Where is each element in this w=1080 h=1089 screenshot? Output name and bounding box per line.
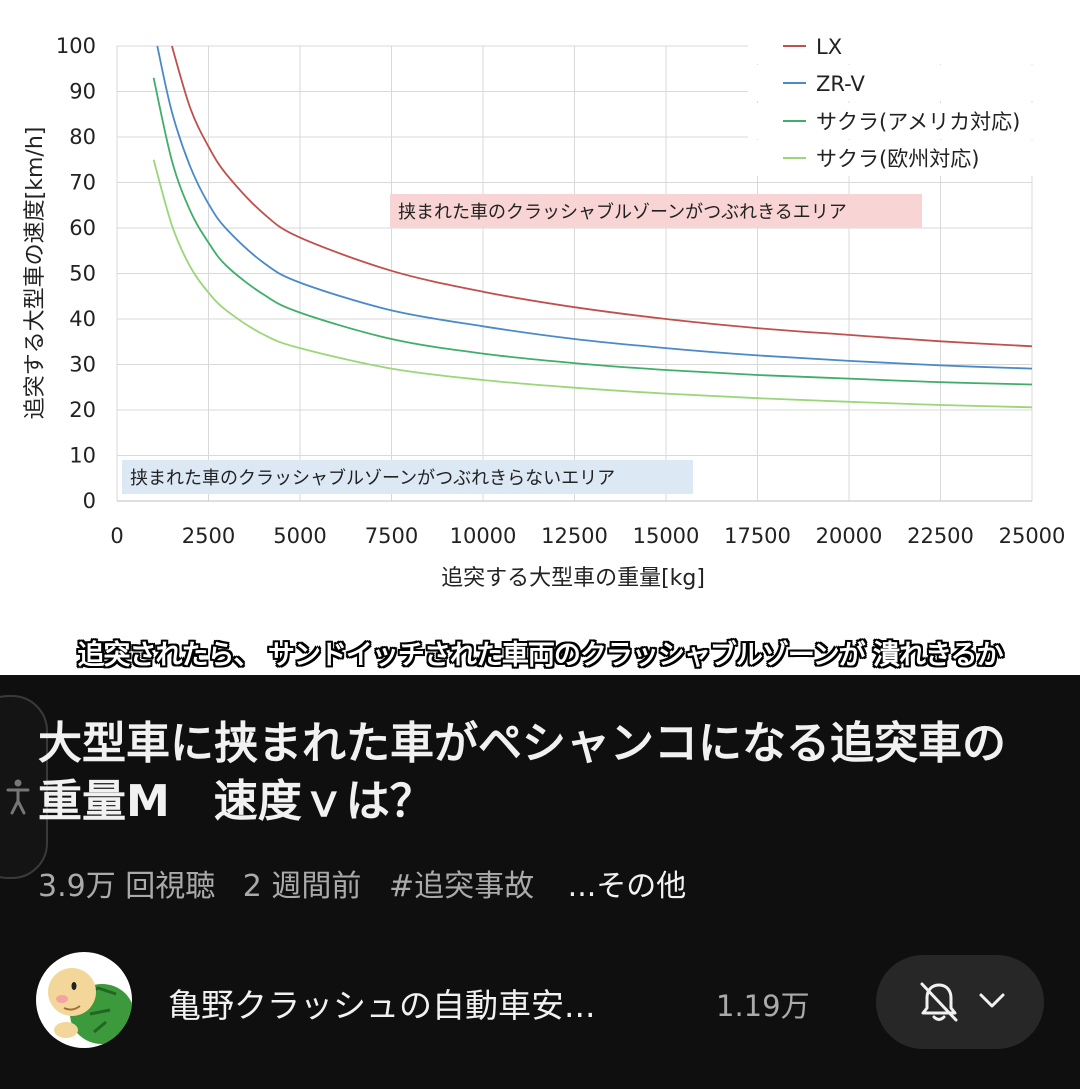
x-tick-label: 10000 (450, 524, 517, 548)
legend-label-2: サクラ(アメリカ対応) (816, 110, 1020, 134)
video-info-panel: 大型車に挟まれた車がペシャンコになる追突車の重量M 速度ｖは？ 3.9万 回視聴… (0, 675, 1080, 1089)
y-tick-label: 70 (69, 171, 96, 195)
y-axis-label: 追突する大型車の速度[km/h] (23, 127, 48, 420)
accessibility-tab[interactable] (0, 695, 48, 879)
upload-age: 2 週間前 (242, 869, 362, 904)
chevron-down-icon (979, 993, 1005, 1008)
chart: 0 2500 5000 7500 10000 12500 15000 17500 20000 22… (23, 28, 1066, 591)
series-line-3 (152, 159, 1033, 409)
video-player[interactable]: 0 2500 5000 7500 10000 12500 15000 17500 20000 22… (0, 0, 1080, 675)
bell-off-icon (920, 982, 958, 1022)
channel-avatar[interactable] (36, 952, 132, 1048)
y-tick-label: 10 (69, 444, 96, 468)
series-line-0 (171, 45, 1033, 348)
x-tick-label: 2500 (182, 524, 235, 548)
series-line-1 (156, 45, 1033, 370)
x-tick-label: 15000 (633, 524, 700, 548)
x-tick-label: 17500 (724, 524, 791, 548)
hashtag-link[interactable]: #追突事故 (388, 869, 535, 904)
annotation-text-1: 挟まれた車のクラッシャブルゾーンがつぶれきらないエリア (130, 467, 615, 489)
y-tick-label: 50 (69, 262, 96, 286)
channel-name[interactable]: 亀野クラッシュの自動車安... (168, 986, 596, 1025)
video-title[interactable]: 大型車に挟まれた車がペシャンコになる追突車の重量M 速度ｖは？ (38, 718, 1006, 827)
chart-ticks: 0 2500 5000 7500 10000 12500 15000 17500 20000 22… (56, 34, 1066, 548)
x-tick-label: 25000 (999, 524, 1066, 548)
y-tick-label: 100 (56, 34, 96, 58)
annotation-box-0 (390, 194, 922, 228)
chart-legend: LX ZR-V サクラ(アメリカ対応) サクラ(欧州対応) (748, 28, 1048, 176)
annotation-box-1 (122, 460, 693, 494)
chart-series (152, 45, 1033, 409)
view-count: 3.9万 回視聴 (38, 869, 216, 904)
y-tick-label: 60 (69, 216, 96, 240)
more-link[interactable]: ...その他 (567, 869, 687, 904)
y-tick-label: 40 (69, 307, 96, 331)
x-tick-label: 20000 (816, 524, 883, 548)
video-subtitle: 追突されたら、 サンドイッチされた車両のクラッシャブルゾーンが 潰れきるか (77, 640, 1004, 671)
turtle-avatar-icon (48, 968, 132, 1044)
x-tick-label: 7500 (365, 524, 418, 548)
y-tick-label: 30 (69, 353, 96, 377)
series-line-2 (152, 77, 1033, 386)
video-meta[interactable]: 3.9万 回視聴 2 週間前 #追突事故 ...その他 (38, 861, 704, 905)
accessibility-icon (6, 779, 30, 815)
subscriber-count: 1.19万 (716, 989, 810, 1023)
legend-label-3: サクラ(欧州対応) (816, 147, 979, 171)
y-tick-label: 20 (69, 398, 96, 422)
x-tick-label: 5000 (273, 524, 326, 548)
subscribed-notification-button[interactable] (876, 955, 1044, 1049)
x-axis-label: 追突する大型車の重量[kg] (441, 566, 705, 591)
y-tick-label: 90 (69, 80, 96, 104)
annotation-text-0: 挟まれた車のクラッシャブルゾーンがつぶれきるエリア (398, 201, 847, 223)
x-tick-label: 22500 (907, 524, 974, 548)
x-tick-label: 12500 (541, 524, 608, 548)
legend-label-1: ZR-V (816, 72, 865, 96)
x-tick-label: 0 (110, 524, 123, 548)
chart-annotations: 挟まれた車のクラッシャブルゾーンがつぶれきるエリア挟まれた車のクラッシャブルゾー… (122, 194, 922, 494)
y-tick-label: 0 (83, 489, 96, 513)
legend-label-0: LX (816, 35, 842, 59)
y-tick-label: 80 (69, 125, 96, 149)
